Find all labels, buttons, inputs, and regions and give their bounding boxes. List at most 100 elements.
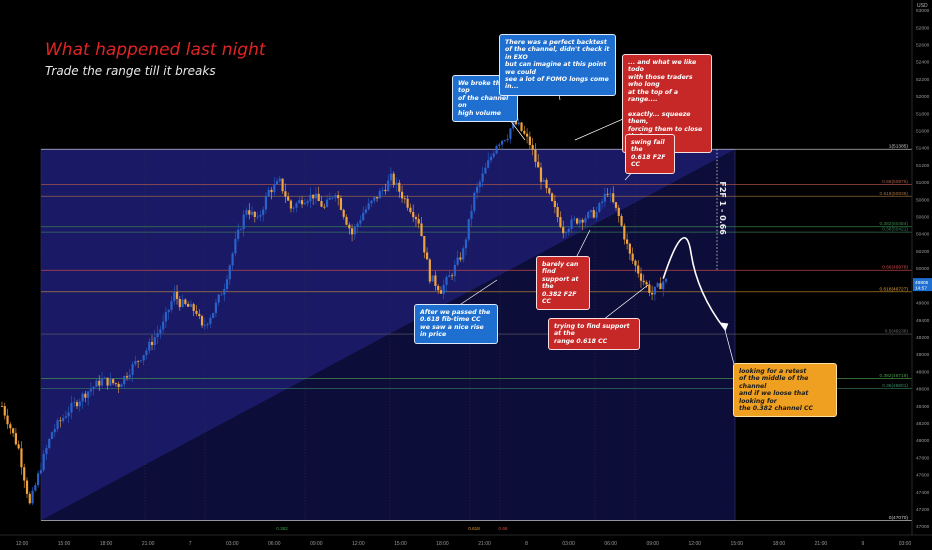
candle-body <box>134 360 137 365</box>
y-tick-label: 48000 <box>916 438 930 444</box>
candle-body <box>328 197 331 200</box>
x-tick-label: 8 <box>525 541 528 547</box>
x-tick-label: 09:00 <box>646 541 659 547</box>
candle-body <box>59 420 62 422</box>
candle-body <box>125 376 129 378</box>
candle-body <box>475 186 479 193</box>
candle-body <box>356 223 359 227</box>
candle-body <box>212 312 215 319</box>
candle-body <box>100 378 104 386</box>
x-tick-label: 12:00 <box>16 541 29 547</box>
x-tick-label: 15:00 <box>394 541 407 547</box>
candle-body <box>287 196 290 201</box>
candle-body <box>9 424 12 429</box>
candle-body <box>478 181 481 187</box>
candle-body <box>187 303 190 307</box>
candle-body <box>109 379 112 386</box>
candle-body <box>525 133 529 137</box>
fib-level-label: 0(47070) <box>889 515 909 521</box>
candle-body <box>173 291 176 302</box>
y-tick-label: 50400 <box>916 232 930 238</box>
projection-arrowhead <box>720 322 729 332</box>
candle-body <box>217 294 220 303</box>
candle-body <box>278 178 281 182</box>
candle-body <box>228 265 231 280</box>
candle-body <box>320 201 323 207</box>
candle-body <box>142 355 145 361</box>
candle-body <box>298 200 301 204</box>
fib-level-label: 0.618(49727) <box>879 286 908 292</box>
candle-body <box>459 257 462 260</box>
candle-body <box>137 360 140 362</box>
y-tick-label: 50000 <box>916 266 930 272</box>
x-tick-label: 12:00 <box>689 541 702 547</box>
candle-body <box>575 218 579 224</box>
candle-body <box>84 393 87 398</box>
candle-body <box>48 438 51 449</box>
candle-body <box>381 189 384 191</box>
x-tick-label: 15:00 <box>731 541 744 547</box>
candle-body <box>214 302 218 313</box>
candle-body <box>264 196 268 210</box>
candle-body <box>203 325 206 326</box>
candle-body <box>98 380 101 386</box>
candle-body <box>626 239 629 244</box>
x-tick-label: 03:00 <box>226 541 239 547</box>
candle-body <box>239 229 243 231</box>
candle-body <box>198 313 201 317</box>
callout-pointer <box>454 279 498 309</box>
candle-body <box>95 380 98 387</box>
candle-body <box>289 200 293 209</box>
channel-triangle <box>41 149 735 521</box>
candle-body <box>245 210 248 215</box>
callout-fib-time: After we passed the 0.618 fib-time CC we… <box>414 304 498 344</box>
candle-body <box>481 173 484 182</box>
candle-body <box>453 264 456 277</box>
y-tick-label: 49200 <box>916 335 930 341</box>
candle-body <box>587 212 590 219</box>
candle-body <box>500 140 504 145</box>
candle-body <box>62 417 65 422</box>
candle-body <box>495 146 498 154</box>
candle-body <box>539 167 543 182</box>
candle-body <box>248 210 251 215</box>
callout-range-support: trying to find support at the range 0.61… <box>548 318 640 351</box>
candle-body <box>645 282 648 285</box>
candle-body <box>662 281 665 290</box>
candle-body <box>473 192 476 211</box>
candle-body <box>628 243 631 254</box>
fib-level-label: 0.36(48601) <box>882 383 908 389</box>
y-tick-label: 47200 <box>916 507 930 513</box>
fib-time-label: 0.618 <box>468 526 480 531</box>
fib-level-label: 0.618(50838) <box>879 191 908 197</box>
candle-body <box>425 252 429 260</box>
candle-body <box>350 228 354 235</box>
candle-body <box>534 149 537 162</box>
candle-body <box>220 294 223 296</box>
x-tick-label: 7 <box>189 541 192 547</box>
y-tick-label: 51400 <box>916 146 930 152</box>
callout-perfect-backtest: There was a perfect backtest of the chan… <box>499 34 616 96</box>
x-tick-label: 06:00 <box>604 541 617 547</box>
candle-body <box>192 304 195 311</box>
candle-body <box>42 453 45 471</box>
candle-body <box>553 200 556 208</box>
candle-body <box>262 209 265 216</box>
x-tick-label: 18:00 <box>100 541 113 547</box>
candle-body <box>206 323 209 326</box>
candle-body <box>550 193 554 201</box>
chart-title: What happened last night <box>45 40 266 60</box>
candle-body <box>542 179 545 182</box>
x-tick-label: 15:00 <box>58 541 71 547</box>
x-tick-label: 21:00 <box>815 541 828 547</box>
candle-body <box>659 283 662 290</box>
candle-body <box>89 389 93 392</box>
candle-body <box>331 197 334 199</box>
candle-body <box>631 253 634 261</box>
candle-body <box>23 467 26 481</box>
candle-body <box>303 203 306 205</box>
candle-body <box>545 179 548 189</box>
candle-body <box>412 212 415 218</box>
candle-body <box>112 379 115 384</box>
callout-pointer <box>724 329 736 369</box>
